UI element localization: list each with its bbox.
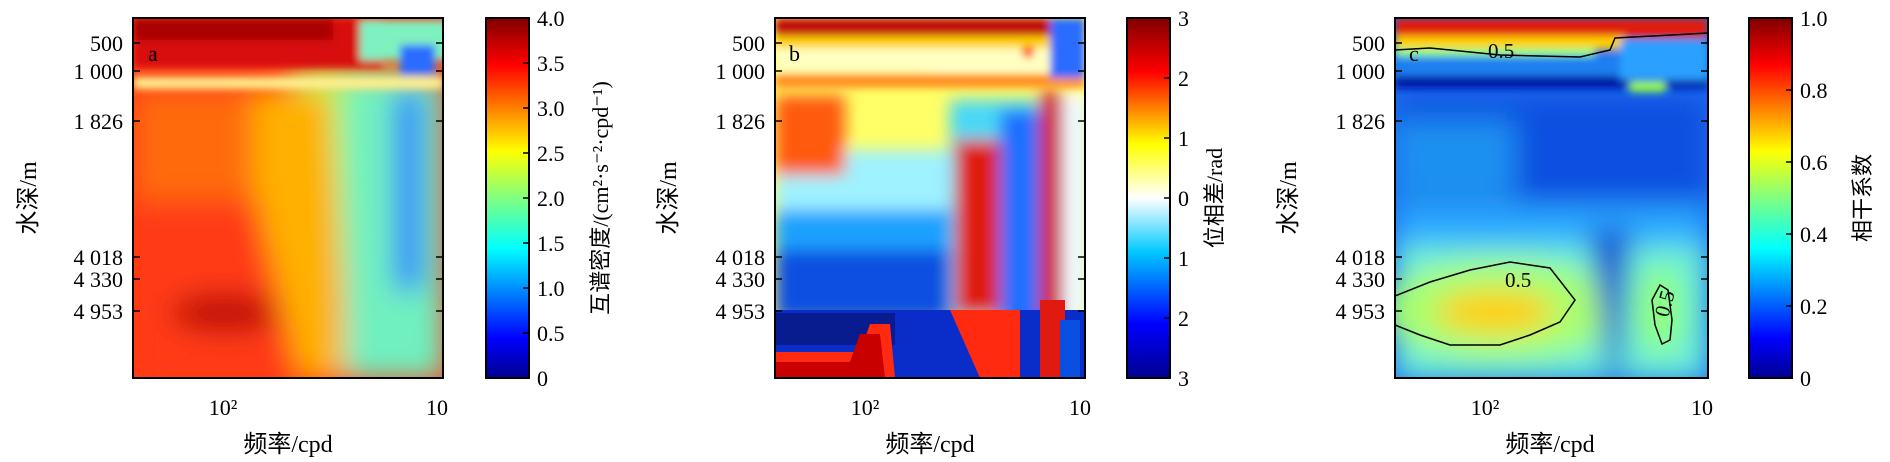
- colorbar-tick-label: 0.8: [1800, 78, 1828, 103]
- y-tick-label: 500: [732, 31, 765, 56]
- colorbar-tick-label: 0: [1178, 186, 1189, 211]
- colorbar-tick-label: 1.0: [1800, 6, 1828, 31]
- panel-b-colorbar-ramp: [1126, 17, 1171, 379]
- y-tick-label: 4 018: [1336, 245, 1386, 270]
- panel-a-frame: [132, 17, 444, 379]
- panel-a-letter: a: [148, 41, 158, 66]
- colorbar-tick-label: 3: [1178, 6, 1189, 31]
- colorbar-tick-label: 0: [1800, 366, 1811, 391]
- panel-c-heatmap: [1395, 18, 1708, 378]
- panel-a-x-tick-2: 10: [426, 395, 448, 420]
- panel-c-contour-label-2: 0.5: [1505, 268, 1531, 292]
- panel-c-colorbar-ramp: [1748, 17, 1793, 379]
- colorbar-tick-label: 0.2: [1800, 294, 1828, 319]
- panel-c-frame: [1394, 17, 1709, 379]
- y-tick-label: 4 330: [74, 267, 124, 292]
- colorbar-tick-label: 0.4: [1800, 222, 1828, 247]
- panel-b-letter: b: [789, 41, 800, 66]
- panel-a-colorbar-ticks: 0 0.5 1.0 1.5 2.0 2.5 3.0 3.5 4.0: [523, 6, 565, 391]
- y-tick-label: 4 330: [716, 267, 766, 292]
- panel-b-y-axis-label: 水深/m: [655, 161, 682, 235]
- panel-c-contour-left: [1395, 261, 1576, 346]
- panel-a-x-tick-1: 10²: [209, 395, 238, 420]
- colorbar-tick-label: 2: [1178, 66, 1189, 91]
- colorbar-tick-label: 3.5: [537, 51, 565, 76]
- panel-c-contours: [1395, 32, 1708, 346]
- y-tick-label: 4 953: [74, 299, 124, 324]
- panel-c-letter: c: [1409, 41, 1419, 66]
- panel-b-x-tick-2: 10: [1069, 395, 1091, 420]
- panel-b-x-tick-1: 10²: [851, 395, 880, 420]
- y-tick-label: 4 018: [74, 245, 124, 270]
- panel-b-colorbar-label: 位相差/rad: [1202, 148, 1227, 248]
- y-tick-label: 1 826: [74, 109, 124, 134]
- panel-c-colorbar: 0 0.2 0.4 0.6 0.8 1.0 相干系数: [1748, 6, 1875, 391]
- panel-a-colorbar-label: 互谱密度/(cm²·s⁻²·cpd⁻¹): [588, 81, 613, 315]
- panel-a-y-axis-label: 水深/m: [15, 161, 42, 235]
- panel-c-contour-label-1: 0.5: [1488, 39, 1514, 63]
- colorbar-tick-label: 2.0: [537, 186, 565, 211]
- panel-c-contour-right: [1651, 283, 1673, 346]
- colorbar-tick-label: 1: [1178, 126, 1189, 151]
- y-tick-label: 4 953: [1336, 299, 1386, 324]
- panel-a-colorbar-ramp: [485, 17, 530, 379]
- y-tick-label: 500: [1352, 31, 1385, 56]
- colorbar-tick-label: 3.0: [537, 96, 565, 121]
- panel-b-heatmap: [775, 18, 1085, 378]
- colorbar-tick-label: 2.5: [537, 141, 565, 166]
- panel-c-x-axis-label: 频率/cpd: [1505, 431, 1594, 458]
- y-tick-label: 1 826: [1336, 109, 1386, 134]
- panel-a-colorbar: 0 0.5 1.0 1.5 2.0 2.5 3.0 3.5 4.0 互谱密度/(cm²·s⁻²·…: [485, 6, 613, 391]
- y-tick-label: 1 000: [716, 59, 766, 84]
- y-tick-label: 500: [90, 31, 123, 56]
- panel-b-colorbar-ticks: 3 2 1 0 1 2 3: [1164, 6, 1189, 391]
- y-tick-label: 1 000: [74, 59, 124, 84]
- panel-b-x-axis-label: 频率/cpd: [885, 431, 974, 458]
- colorbar-tick-label: 3: [1178, 366, 1189, 391]
- panel-c-contour-top: [1395, 32, 1708, 58]
- colorbar-tick-label: 0: [537, 366, 548, 391]
- panel-b-frame: [774, 17, 1086, 379]
- panel-a-heatmap: [133, 18, 443, 378]
- y-tick-label: 4 330: [1336, 267, 1386, 292]
- colorbar-tick-label: 2: [1178, 306, 1189, 331]
- y-tick-label: 4 018: [716, 245, 766, 270]
- panel-c-colorbar-label: 相干系数: [1850, 154, 1875, 242]
- colorbar-tick-label: 1.0: [537, 276, 565, 301]
- colorbar-tick-label: 0.5: [537, 321, 565, 346]
- panel-c-colorbar-ticks: 0 0.2 0.4 0.6 0.8 1.0: [1786, 6, 1828, 391]
- panel-c-x-tick-1: 10²: [1471, 395, 1500, 420]
- panel-a-x-axis-label: 频率/cpd: [243, 431, 332, 458]
- y-tick-label: 1 000: [1336, 59, 1386, 84]
- y-tick-label: 1 826: [716, 109, 766, 134]
- panel-b-colorbar: 3 2 1 0 1 2 3 位相差/rad: [1126, 6, 1227, 391]
- panel-c-x-tick-2: 10: [1691, 395, 1713, 420]
- panel-c-y-axis-label: 水深/m: [1275, 161, 1302, 235]
- colorbar-tick-label: 0.6: [1800, 150, 1828, 175]
- colorbar-tick-label: 1.5: [537, 231, 565, 256]
- colorbar-tick-label: 1: [1178, 246, 1189, 271]
- colorbar-tick-label: 4.0: [537, 6, 565, 31]
- y-tick-label: 4 953: [716, 299, 766, 324]
